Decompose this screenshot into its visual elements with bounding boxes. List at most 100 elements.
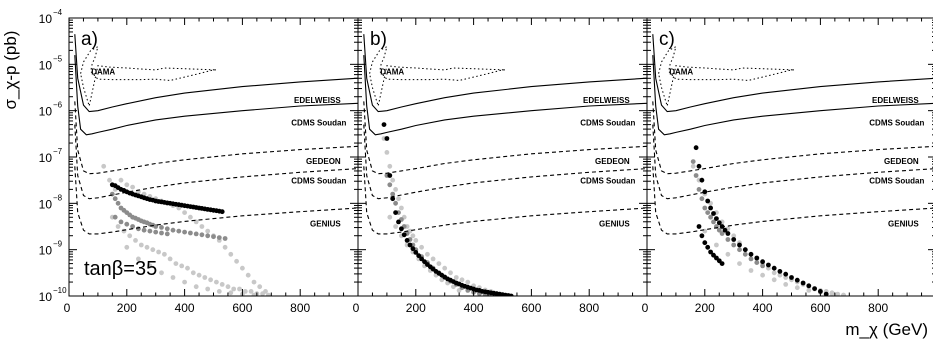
data-point (711, 211, 716, 216)
curve-label-gedeon: GEDEON (306, 157, 341, 166)
data-point (387, 163, 393, 169)
data-point (708, 214, 713, 220)
data-point (789, 275, 794, 280)
curve-label-edelweiss: EDELWEISS (872, 96, 919, 105)
curve-label-cdms_soudan_1: CDMS Soudan (869, 119, 924, 128)
curve-edelweiss (74, 34, 358, 113)
data-point (159, 225, 164, 230)
data-point (136, 226, 141, 232)
y-tick-exponent: −7 (53, 147, 63, 156)
data-point (202, 275, 208, 280)
curve-label-edelweiss: EDELWEISS (583, 96, 630, 105)
curve-edelweiss (363, 34, 647, 113)
data-point (118, 219, 124, 225)
data-point (731, 237, 737, 242)
x-axis-title: m_χ (GeV) (845, 320, 928, 339)
data-point (393, 210, 398, 216)
data-point (170, 275, 176, 280)
data-point (754, 255, 760, 261)
data-point (211, 234, 216, 240)
data-point (800, 280, 806, 286)
data-point (771, 265, 777, 271)
data-point (705, 210, 711, 216)
data-point (393, 224, 398, 229)
data-point (390, 177, 396, 183)
data-point (419, 244, 424, 250)
data-point (413, 250, 419, 255)
data-point (144, 244, 150, 250)
panel-label: b) (370, 29, 387, 50)
data-point (167, 256, 173, 262)
data-point (705, 198, 711, 204)
x-tick-label: 400 (464, 301, 484, 315)
data-point (760, 272, 765, 278)
curve-label-gedeon: GEDEON (884, 157, 919, 166)
data-point (176, 228, 182, 234)
panel-label: c) (659, 29, 675, 50)
series-3 (381, 122, 514, 296)
data-point (199, 224, 205, 229)
data-point (399, 226, 404, 232)
data-point (413, 238, 419, 243)
data-point (696, 163, 702, 169)
plot-area (74, 34, 358, 296)
data-point (760, 263, 765, 269)
data-point (112, 214, 118, 220)
data-point (725, 231, 731, 236)
y-tick-exponent: −6 (53, 101, 63, 110)
curve-label-cdms_soudan_2: CDMS Soudan (869, 176, 924, 185)
data-point (219, 282, 225, 287)
data-point (699, 177, 705, 183)
data-point (228, 290, 234, 296)
data-point (266, 292, 271, 296)
data-point (150, 247, 156, 253)
data-point (190, 270, 196, 276)
y-tick-label: 10 (39, 105, 53, 119)
data-point (222, 244, 228, 250)
data-point (199, 232, 205, 238)
data-point (407, 242, 413, 248)
x-tick-label: 400 (175, 301, 195, 315)
data-point (257, 284, 263, 290)
data-point (393, 187, 398, 192)
data-point (702, 228, 708, 234)
data-point (124, 221, 130, 227)
y-tick-exponent: −9 (53, 240, 63, 249)
data-point (410, 246, 416, 252)
y-axis-title: σ_χ-p (pb) (1, 31, 20, 110)
curve-label-cdms_soudan_1: CDMS Soudan (291, 119, 346, 128)
data-point (188, 230, 193, 236)
panel-b: EDELWEISS CDMS Soudan GEDEON CDMS Soudan GEN… (353, 17, 648, 315)
y-tick-label: 10 (39, 12, 53, 26)
data-point (101, 163, 107, 169)
data-point (390, 191, 396, 197)
x-tick-label: 200 (117, 301, 137, 315)
data-point (182, 229, 188, 235)
data-point (387, 173, 393, 178)
data-point (777, 269, 783, 274)
data-point (719, 231, 725, 236)
data-point (430, 256, 436, 262)
data-point (234, 258, 240, 264)
data-point (696, 224, 702, 229)
curve-cdms_soudan_1 (652, 55, 933, 136)
data-point (783, 271, 789, 277)
data-point (702, 240, 708, 246)
y-tick-label: 10 (39, 151, 53, 165)
data-point (448, 270, 453, 276)
series-3 (693, 145, 829, 296)
data-point (722, 227, 728, 233)
curve-edelweiss (652, 34, 933, 113)
data-point (396, 196, 401, 202)
curve-label-edelweiss: EDELWEISS (294, 96, 341, 105)
data-point (107, 177, 112, 183)
x-tick-label: 200 (406, 301, 426, 315)
panel-a: EDELWEISS CDMS Soudan GEDEON CDMS Soudan GEN… (64, 17, 359, 315)
data-point (251, 279, 257, 285)
x-tick-label: 400 (753, 301, 773, 315)
data-point (216, 235, 222, 241)
data-point (141, 227, 147, 233)
plot-area (652, 34, 933, 296)
data-point (742, 251, 748, 257)
